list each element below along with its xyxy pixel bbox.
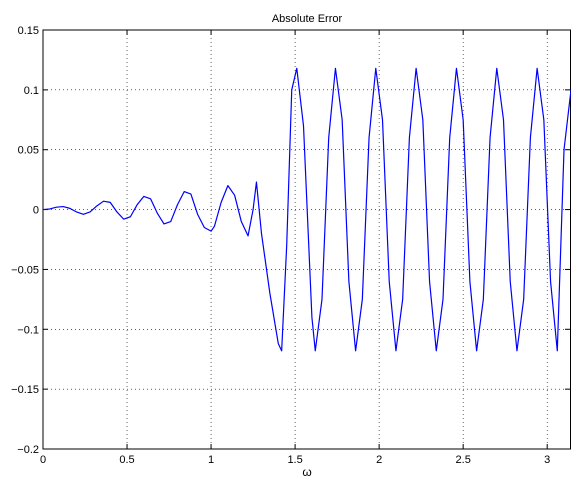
x-tick-label: 1 bbox=[208, 454, 214, 466]
y-tick-label: −0.1 bbox=[17, 324, 39, 336]
x-tick-label: 2.5 bbox=[456, 454, 471, 466]
x-tick-label: 1.5 bbox=[287, 454, 302, 466]
y-tick-label: 0.1 bbox=[24, 85, 39, 97]
plot-area bbox=[42, 67, 571, 352]
y-tick-label: 0.15 bbox=[18, 25, 39, 37]
axes bbox=[42, 29, 571, 450]
x-tick-label: 2 bbox=[376, 454, 382, 466]
y-tick-label: −0.15 bbox=[11, 384, 39, 396]
y-tick-label: −0.2 bbox=[17, 444, 39, 456]
y-tick-label: 0 bbox=[33, 205, 39, 217]
x-tick-label: 0.5 bbox=[119, 454, 134, 466]
axes-frame bbox=[42, 29, 571, 450]
tick-labels: 0 0.5 1 1.5 2 2.5 3 −0.2 −0.15 −0.1 −0.05 0 0.05 0.1 0… bbox=[11, 25, 550, 466]
x-tick-label: 0 bbox=[40, 454, 46, 466]
error-series-line bbox=[42, 67, 571, 352]
grid bbox=[43, 30, 571, 449]
y-tick-label: −0.05 bbox=[11, 264, 39, 276]
x-axis-label: ω bbox=[302, 465, 311, 479]
chart-title: Absolute Error bbox=[272, 13, 343, 25]
x-tick-label: 3 bbox=[544, 454, 550, 466]
y-tick-label: 0.05 bbox=[18, 145, 39, 157]
